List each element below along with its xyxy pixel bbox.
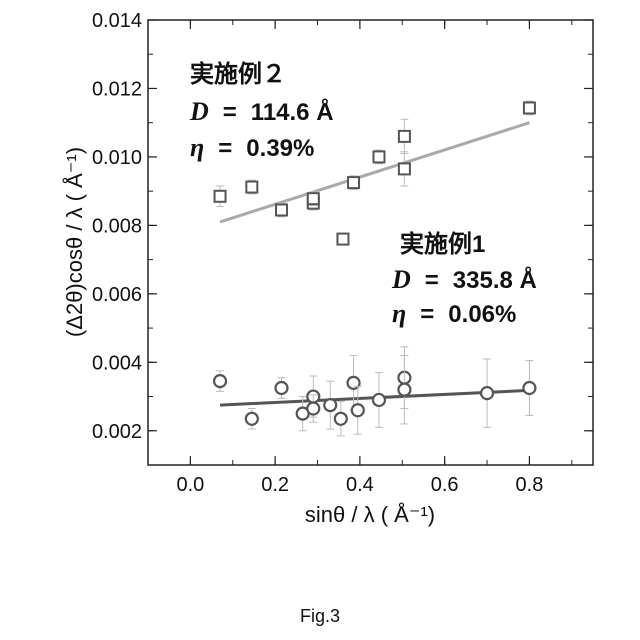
data-point-circle [214,375,226,387]
x-tick-label: 0.2 [261,474,289,496]
annotation-example2-d-value: 114.6 Å [251,98,334,126]
annotation-example1-title: 実施例1 [400,230,485,258]
y-tick-label: 0.002 [92,421,142,443]
annotation-example2-title: 実施例２ [190,60,286,88]
series-example1 [214,347,535,436]
data-point-square [373,151,384,162]
annotation-example2-d-symbol: D [189,97,209,126]
annotation-example2-eta: η = 0.39% [190,133,314,162]
x-tick-label: 0.0 [176,474,204,496]
y-tick-labels: 0.002 0.004 0.006 0.008 0.010 0.012 0.014 [92,10,142,443]
x-tick-labels: 0.0 0.2 0.4 0.6 0.8 [176,474,543,496]
data-point-circle [523,382,535,394]
annotation-example1-eta-value: 0.06% [448,301,516,328]
data-point-circle [307,403,319,415]
annotation-example1-eta: η = 0.06% [392,299,516,328]
data-point-circle [324,399,336,411]
data-point-square [308,193,319,204]
annotation-example1-d-symbol: D [391,265,411,294]
y-axis-label: (Δ2θ)cosθ / λ ( Å⁻¹) [62,147,87,337]
x-tick-label: 0.4 [346,474,374,496]
data-point-circle [398,384,410,396]
y-tick-label: 0.006 [92,284,142,306]
data-point-square [246,182,257,193]
data-point-square [348,177,359,188]
annotation-example2-d: D = 114.6 Å [189,97,334,126]
data-point-square [215,191,226,202]
data-point-square [524,102,535,113]
data-point-circle [373,394,385,406]
x-tick-label: 0.6 [431,474,459,496]
x-tick-label: 0.8 [516,474,544,496]
x-axis-label: sinθ / λ ( Å⁻¹) [305,502,435,527]
y-tick-label: 0.004 [92,352,142,374]
annotation-example1-d-value: 335.8 Å [453,266,537,294]
data-point-circle [276,382,288,394]
annotation-example2-eta-value: 0.39% [246,135,314,162]
data-point-circle [246,413,258,425]
y-tick-label: 0.010 [92,147,142,169]
annotation-example1-eta-symbol: η [392,299,406,328]
y-tick-label: 0.014 [92,10,142,32]
data-point-square [399,163,410,174]
data-point-square [337,234,348,245]
data-point-square [276,204,287,215]
figure-caption: Fig.3 [300,606,340,626]
data-point-circle [352,404,364,416]
data-point-square [399,131,410,142]
annotation-example2-eta-symbol: η [190,133,204,162]
data-point-circle [335,413,347,425]
y-tick-label: 0.008 [92,215,142,237]
y-tick-label: 0.012 [92,78,142,100]
annotation-example1-d: D = 335.8 Å [391,265,537,294]
data-point-circle [481,387,493,399]
